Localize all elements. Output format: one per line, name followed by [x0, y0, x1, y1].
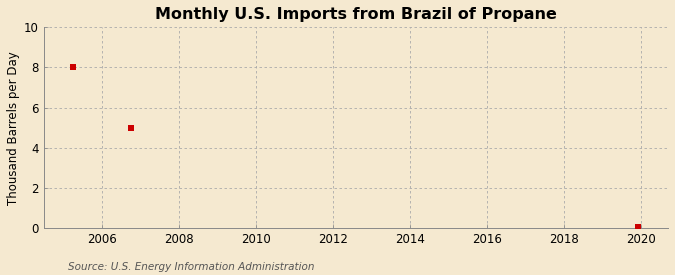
Point — [125, 125, 136, 130]
Point — [632, 225, 643, 229]
Point — [68, 65, 78, 70]
Title: Monthly U.S. Imports from Brazil of Propane: Monthly U.S. Imports from Brazil of Prop… — [155, 7, 557, 22]
Text: Source: U.S. Energy Information Administration: Source: U.S. Energy Information Administ… — [68, 262, 314, 272]
Y-axis label: Thousand Barrels per Day: Thousand Barrels per Day — [7, 51, 20, 205]
